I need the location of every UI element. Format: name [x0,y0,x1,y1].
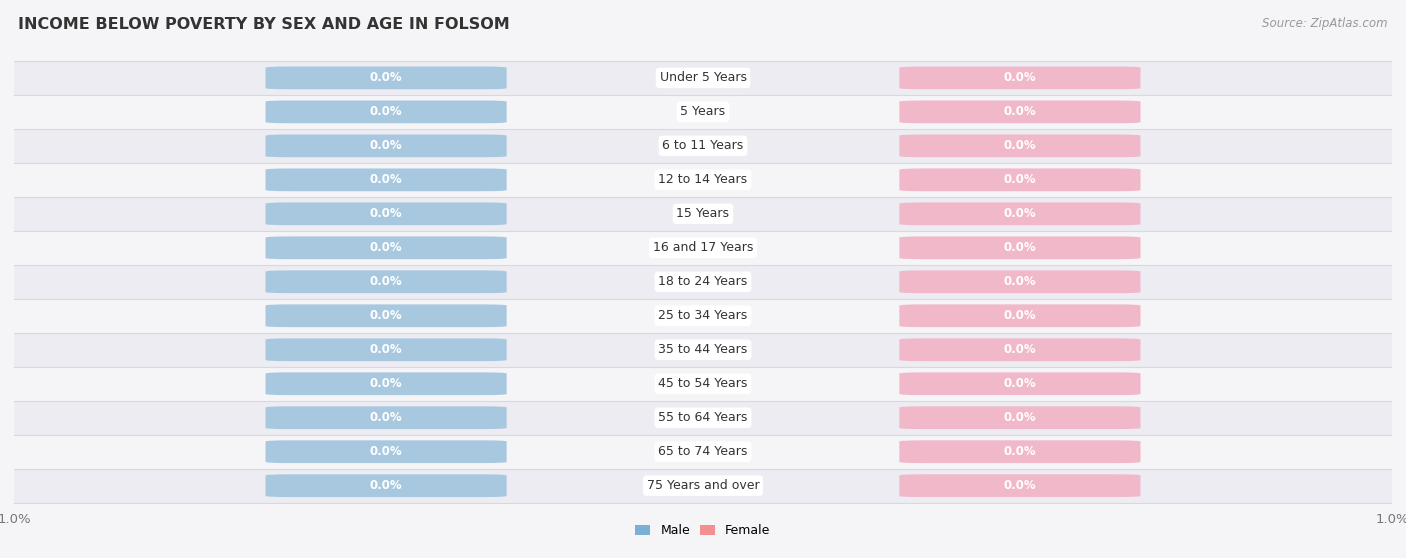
Bar [14,299,1392,333]
FancyBboxPatch shape [266,474,506,497]
Text: 6 to 11 Years: 6 to 11 Years [662,140,744,152]
Bar [14,95,1392,129]
FancyBboxPatch shape [266,169,506,191]
Text: 16 and 17 Years: 16 and 17 Years [652,241,754,254]
Text: 18 to 24 Years: 18 to 24 Years [658,275,748,288]
Text: 0.0%: 0.0% [1004,343,1036,356]
Text: 0.0%: 0.0% [370,309,402,323]
FancyBboxPatch shape [900,338,1140,361]
Text: 0.0%: 0.0% [1004,71,1036,84]
Text: 0.0%: 0.0% [1004,479,1036,492]
Text: 0.0%: 0.0% [1004,241,1036,254]
Bar [14,469,1392,503]
FancyBboxPatch shape [266,440,506,463]
Text: 0.0%: 0.0% [370,343,402,356]
Text: 0.0%: 0.0% [1004,309,1036,323]
FancyBboxPatch shape [900,203,1140,225]
FancyBboxPatch shape [900,406,1140,429]
Text: 0.0%: 0.0% [370,445,402,458]
Text: 0.0%: 0.0% [1004,411,1036,424]
Text: 0.0%: 0.0% [1004,105,1036,118]
Bar [14,231,1392,265]
FancyBboxPatch shape [900,440,1140,463]
FancyBboxPatch shape [266,100,506,123]
Text: 12 to 14 Years: 12 to 14 Years [658,174,748,186]
FancyBboxPatch shape [900,305,1140,327]
FancyBboxPatch shape [900,474,1140,497]
Text: 0.0%: 0.0% [1004,445,1036,458]
FancyBboxPatch shape [900,134,1140,157]
Text: 0.0%: 0.0% [370,479,402,492]
Text: 0.0%: 0.0% [370,174,402,186]
FancyBboxPatch shape [266,305,506,327]
Text: 0.0%: 0.0% [370,71,402,84]
FancyBboxPatch shape [900,237,1140,259]
Text: 75 Years and over: 75 Years and over [647,479,759,492]
Bar [14,435,1392,469]
Text: 15 Years: 15 Years [676,208,730,220]
Bar [14,367,1392,401]
Bar [14,163,1392,197]
Bar [14,129,1392,163]
Text: 0.0%: 0.0% [370,241,402,254]
Text: 45 to 54 Years: 45 to 54 Years [658,377,748,390]
Text: 55 to 64 Years: 55 to 64 Years [658,411,748,424]
Text: 25 to 34 Years: 25 to 34 Years [658,309,748,323]
Bar [14,333,1392,367]
FancyBboxPatch shape [266,134,506,157]
Text: 0.0%: 0.0% [370,411,402,424]
Text: 5 Years: 5 Years [681,105,725,118]
Text: 65 to 74 Years: 65 to 74 Years [658,445,748,458]
Text: INCOME BELOW POVERTY BY SEX AND AGE IN FOLSOM: INCOME BELOW POVERTY BY SEX AND AGE IN F… [18,17,510,32]
FancyBboxPatch shape [266,66,506,89]
Legend: Male, Female: Male, Female [630,519,776,542]
Text: 0.0%: 0.0% [370,377,402,390]
FancyBboxPatch shape [266,203,506,225]
FancyBboxPatch shape [900,372,1140,395]
FancyBboxPatch shape [266,372,506,395]
Text: 0.0%: 0.0% [370,275,402,288]
Text: 0.0%: 0.0% [1004,140,1036,152]
Text: Source: ZipAtlas.com: Source: ZipAtlas.com [1263,17,1388,30]
Text: 0.0%: 0.0% [1004,208,1036,220]
FancyBboxPatch shape [266,271,506,293]
Text: 0.0%: 0.0% [370,208,402,220]
Text: 0.0%: 0.0% [370,105,402,118]
FancyBboxPatch shape [900,169,1140,191]
FancyBboxPatch shape [900,100,1140,123]
FancyBboxPatch shape [266,237,506,259]
Bar [14,61,1392,95]
Text: 0.0%: 0.0% [1004,377,1036,390]
FancyBboxPatch shape [266,338,506,361]
Text: 0.0%: 0.0% [1004,174,1036,186]
Bar [14,401,1392,435]
FancyBboxPatch shape [900,66,1140,89]
Text: 0.0%: 0.0% [370,140,402,152]
Text: 35 to 44 Years: 35 to 44 Years [658,343,748,356]
FancyBboxPatch shape [266,406,506,429]
Text: 0.0%: 0.0% [1004,275,1036,288]
Text: Under 5 Years: Under 5 Years [659,71,747,84]
Bar [14,265,1392,299]
Bar [14,197,1392,231]
FancyBboxPatch shape [900,271,1140,293]
